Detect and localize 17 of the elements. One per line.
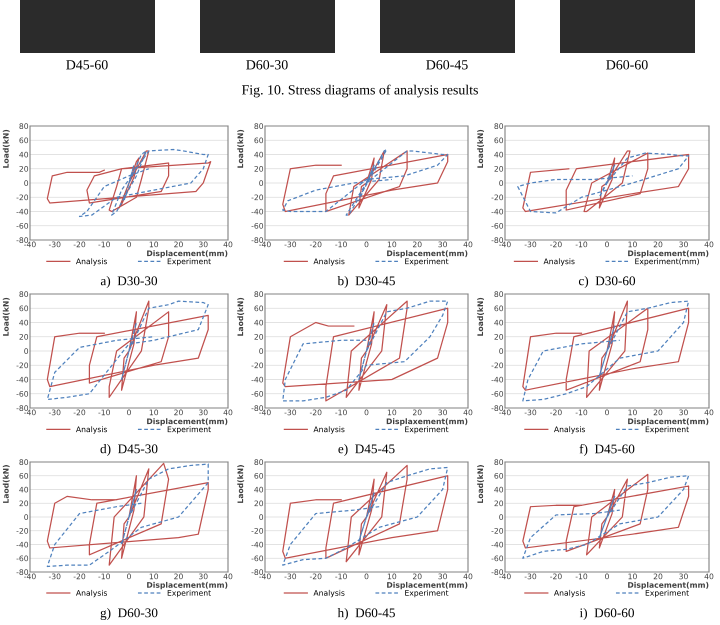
text: b) D30-45 [338,276,395,288]
line-series [46,150,212,212]
line-series [282,300,448,402]
text: D60-60 [606,60,648,70]
text: e) D45-45 [338,444,395,456]
text: D60-30 [246,60,288,70]
text: f) D45-60 [580,444,634,456]
text: D45-60 [66,60,108,70]
caption: Fig. 10. Stress diagrams of analysis results [242,84,478,98]
text: D60-45 [426,60,468,70]
text: i) D60-60 [580,608,634,620]
line-series [78,148,209,218]
text: d) D45-30 [100,444,158,456]
text: c) D30-60 [578,276,636,288]
text: a) D30-30 [100,276,158,288]
text: h) D60-45 [338,608,395,620]
text: g) D60-30 [100,608,158,620]
